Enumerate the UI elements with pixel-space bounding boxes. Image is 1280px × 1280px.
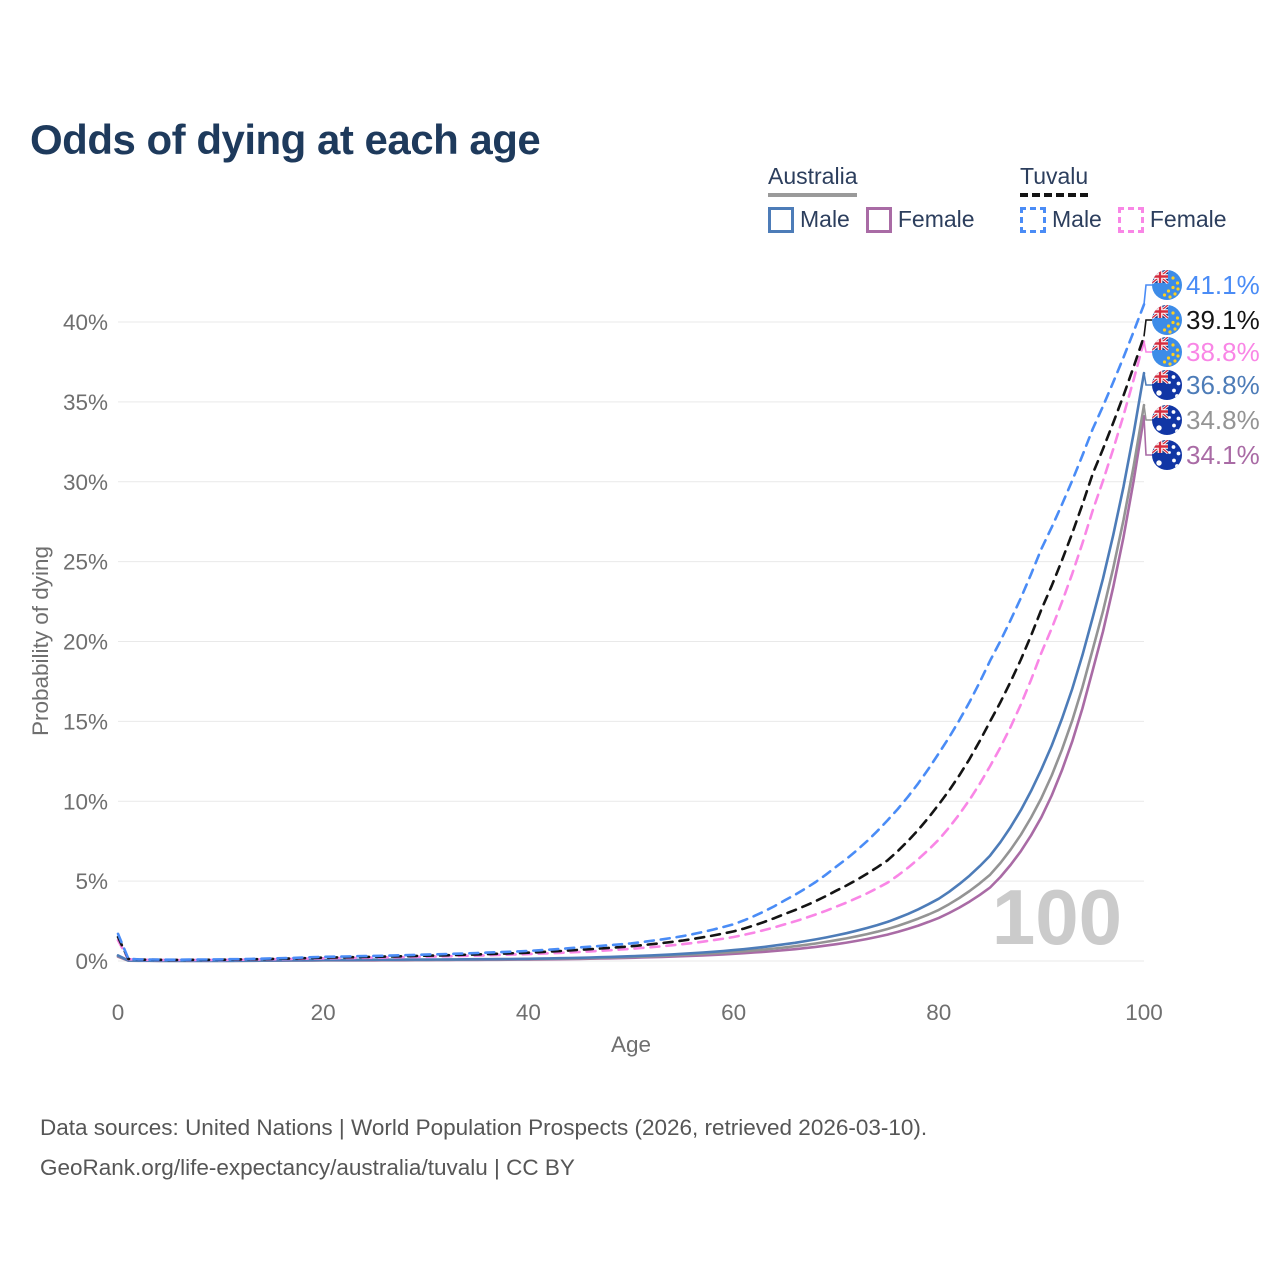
australia-female-swatch [865, 206, 892, 233]
australia-male-swatch [768, 206, 794, 233]
end-label-tuvalu-male: 41.1% [1186, 270, 1260, 300]
series-line-australia-male[interactable] [116, 371, 1146, 963]
tuvalu-male-swatch [1020, 206, 1046, 233]
x-tick-label: 100 [1125, 1000, 1163, 1025]
y-tick-label: 5% [75, 869, 108, 894]
x-tick-label: 40 [516, 1000, 541, 1025]
y-tick-label: 25% [63, 550, 108, 575]
y-tick-label: 40% [63, 310, 108, 335]
series-line-australia-both-sexes[interactable] [116, 403, 1146, 963]
legend-group-australia: Australia Male Female [768, 163, 975, 233]
x-tick-label: 0 [112, 1000, 125, 1025]
tuvalu-flag-icon [1152, 270, 1182, 300]
series-line-tuvalu-female[interactable] [116, 339, 1146, 962]
y-axis-title: Probability of dying [28, 546, 53, 736]
series-line-tuvalu-male[interactable] [116, 303, 1146, 961]
end-label-australia-both-sexes: 34.8% [1186, 405, 1260, 435]
page-title: Odds of dying at each age [30, 116, 541, 164]
age-watermark: 100 [992, 873, 1122, 961]
series-line-australia-female[interactable] [116, 415, 1146, 963]
x-tick-label: 20 [311, 1000, 336, 1025]
legend: Australia Male Female Tuvalu Male [0, 163, 1280, 243]
australia-flag-icon [1152, 370, 1182, 400]
legend-title-tuvalu[interactable]: Tuvalu [1020, 163, 1089, 197]
x-tick-label: 60 [721, 1000, 746, 1025]
end-label-australia-male: 36.8% [1186, 370, 1260, 400]
end-label-tuvalu-female: 38.8% [1186, 337, 1260, 367]
tuvalu-flag-icon [1152, 337, 1182, 367]
footer-source-line: Data sources: United Nations | World Pop… [40, 1115, 928, 1140]
tuvalu-flag-icon [1152, 305, 1182, 335]
end-label-australia-female: 34.1% [1186, 440, 1260, 470]
end-label-tuvalu-both-sexes: 39.1% [1186, 305, 1260, 335]
leader-line [1143, 372, 1152, 386]
legend-item-australia-male[interactable]: Male [768, 206, 850, 233]
legend-label-australia-male: Male [800, 206, 850, 232]
y-tick-label: 20% [63, 630, 108, 655]
tuvalu-female-swatch [1117, 206, 1144, 233]
x-tick-label: 80 [926, 1000, 951, 1025]
australia-flag-icon [1152, 405, 1182, 435]
leader-line [1143, 284, 1152, 305]
y-tick-label: 10% [63, 789, 108, 814]
y-tick-label: 15% [63, 709, 108, 734]
legend-label-tuvalu-female: Female [1149, 206, 1227, 232]
legend-label-australia-female: Female [897, 206, 975, 232]
x-axis-title: Age [611, 1032, 651, 1057]
australia-flag-icon [1152, 440, 1182, 470]
legend-group-tuvalu: Tuvalu Male Female [1020, 163, 1227, 233]
y-tick-label: 0% [75, 949, 108, 974]
legend-label-tuvalu-male: Male [1052, 206, 1102, 232]
footer: Data sources: United Nations | World Pop… [40, 1108, 927, 1188]
legend-item-australia-female[interactable]: Female [865, 206, 975, 233]
legend-item-tuvalu-male[interactable]: Male [1020, 206, 1102, 233]
legend-item-tuvalu-female[interactable]: Female [1117, 206, 1227, 233]
leader-line [1143, 416, 1152, 456]
leader-line [1143, 404, 1152, 421]
leader-line [1143, 341, 1152, 353]
series-line-tuvalu-both-sexes[interactable] [116, 335, 1146, 962]
legend-title-australia[interactable]: Australia [768, 163, 858, 197]
leader-line [1143, 319, 1152, 337]
y-tick-label: 30% [63, 470, 108, 495]
y-tick-label: 35% [63, 390, 108, 415]
footer-attribution-line: GeoRank.org/life-expectancy/australia/tu… [40, 1155, 575, 1180]
